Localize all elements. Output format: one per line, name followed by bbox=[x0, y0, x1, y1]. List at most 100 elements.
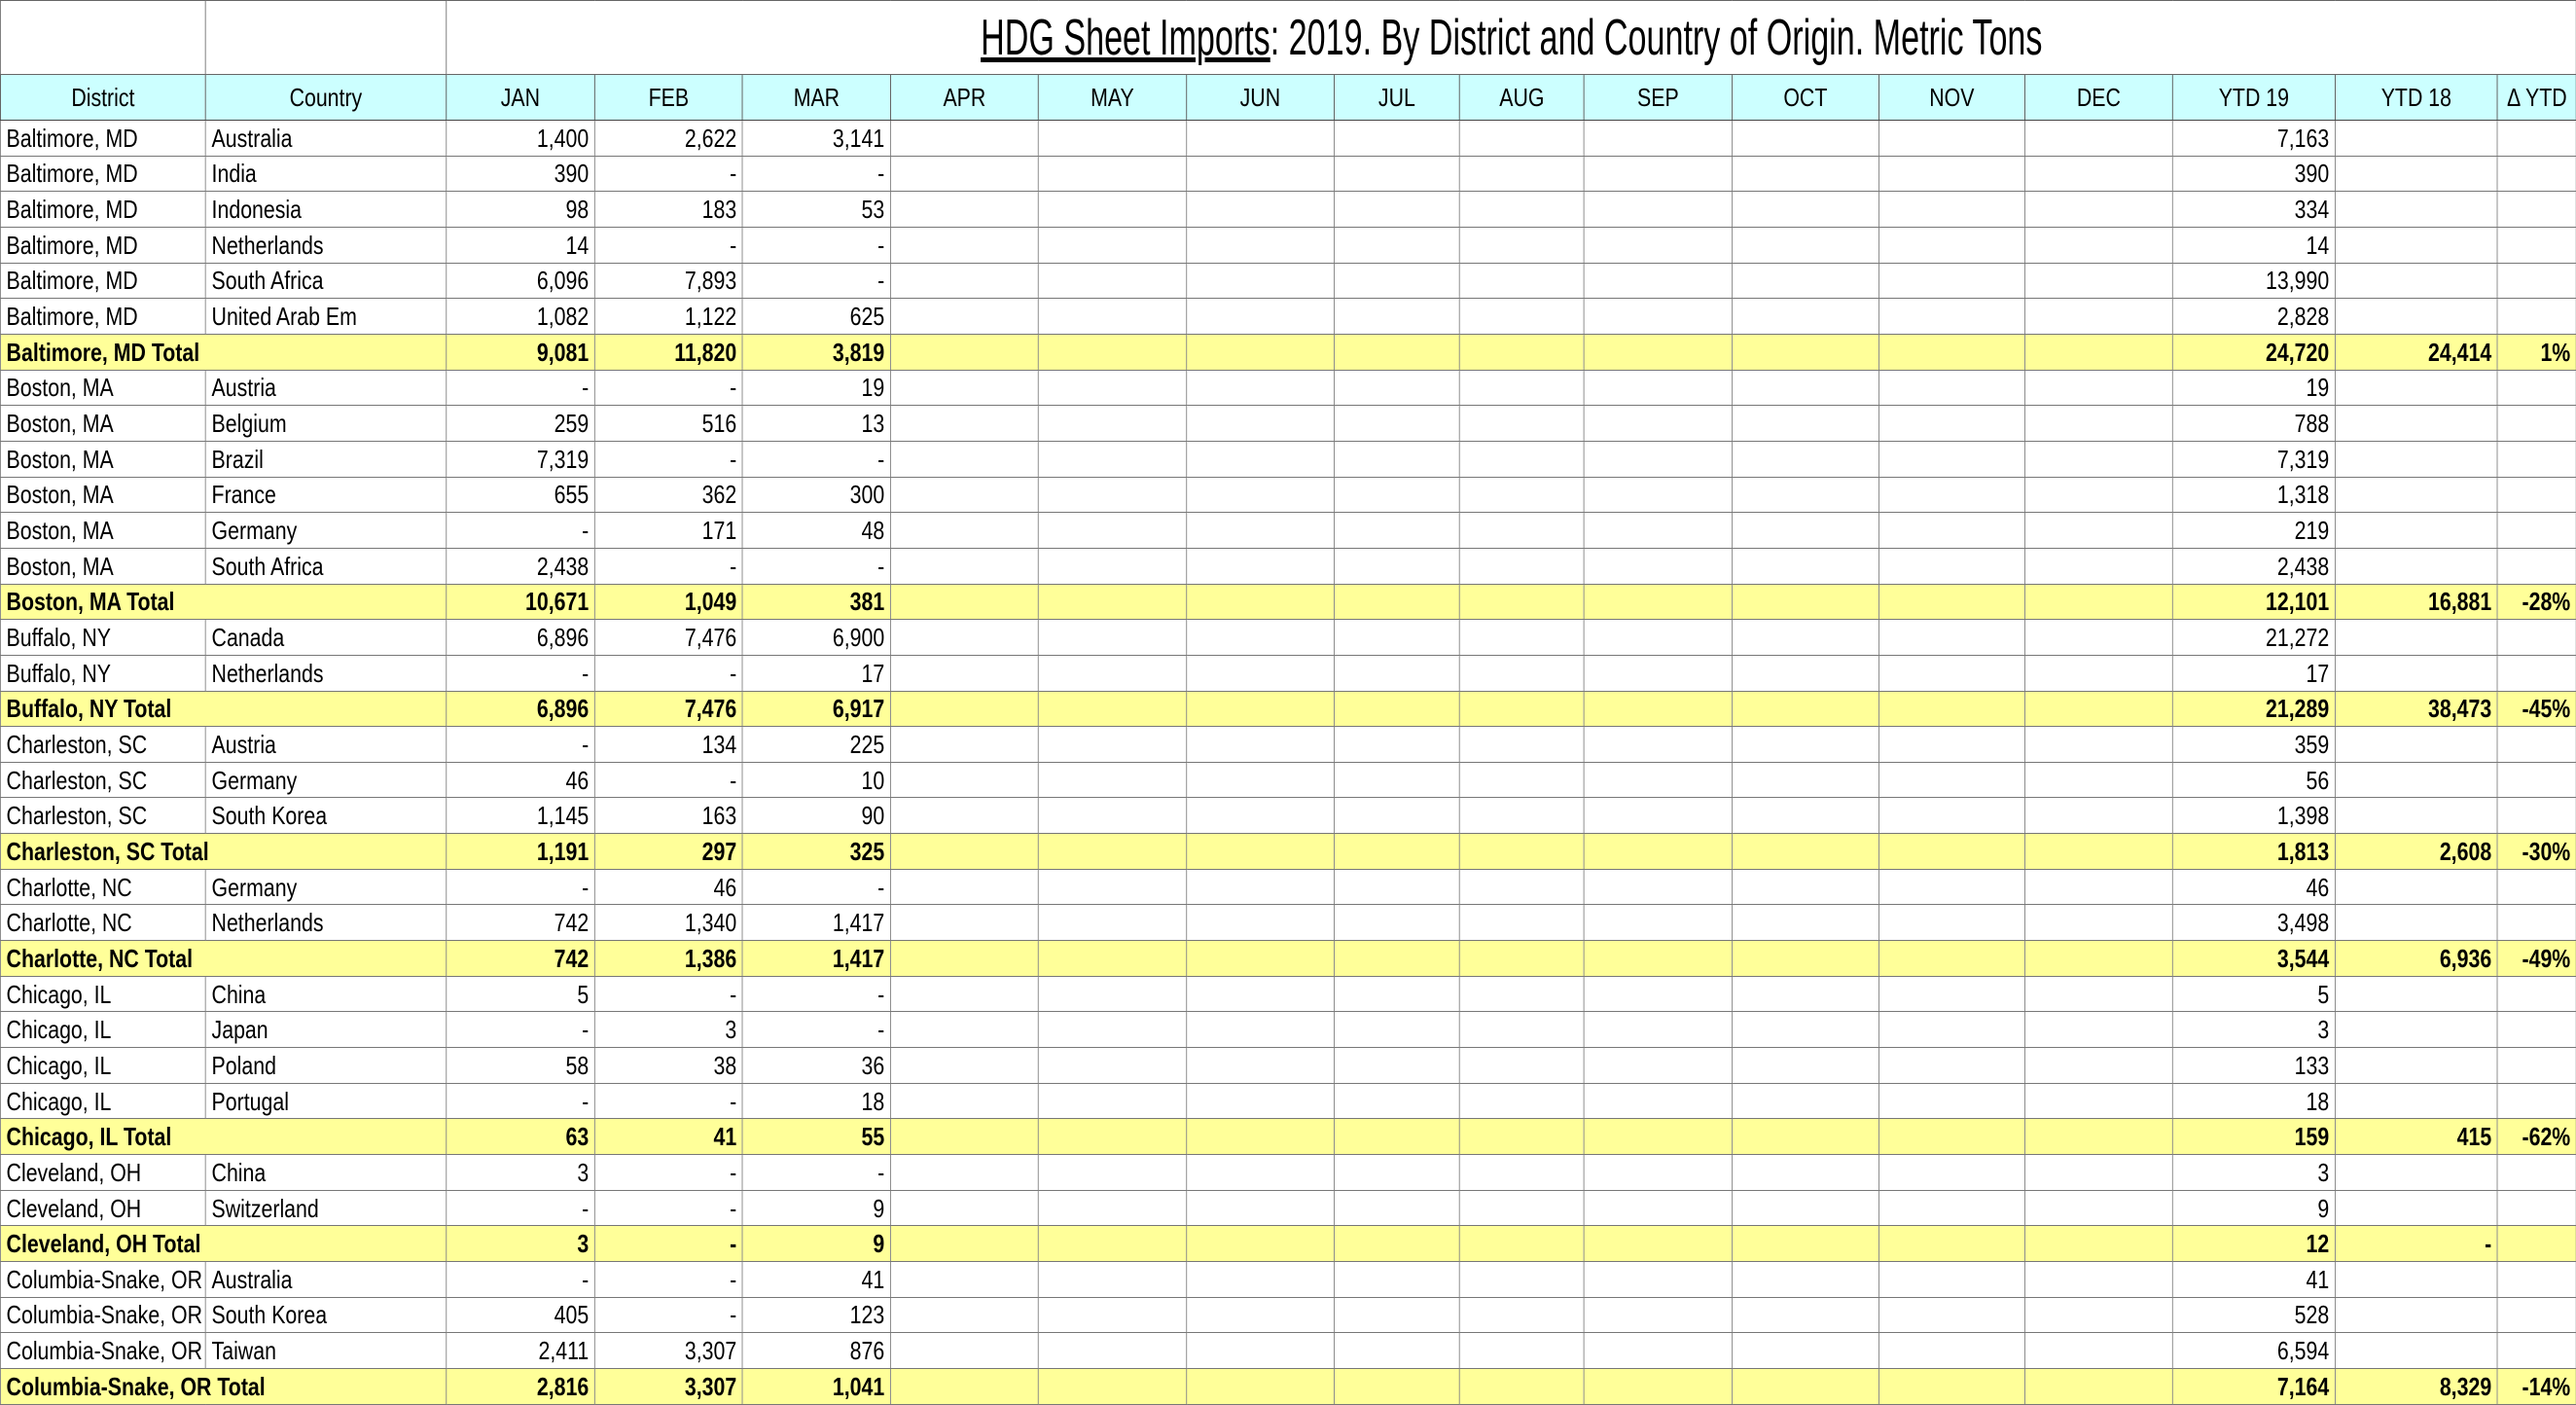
ytd19: 7,164 bbox=[2171, 1367, 2336, 1405]
month-value: 7,476 bbox=[593, 690, 743, 728]
month-value: 55 bbox=[741, 1118, 891, 1156]
column-header: DEC bbox=[2023, 74, 2173, 121]
month-value: 2,411 bbox=[445, 1332, 595, 1369]
ytd19: 1,813 bbox=[2171, 833, 2336, 870]
ytd19: 56 bbox=[2171, 761, 2336, 799]
empty-cell bbox=[1583, 333, 1733, 371]
empty-cell bbox=[2023, 761, 2173, 799]
district: Columbia-Snake, OR bbox=[0, 1296, 206, 1334]
month-value: 6,896 bbox=[445, 619, 595, 656]
empty-cell bbox=[1731, 1367, 1879, 1405]
month-value: 516 bbox=[593, 405, 743, 442]
empty-cell bbox=[1185, 547, 1335, 585]
empty-cell bbox=[1583, 833, 1733, 870]
ytd19: 528 bbox=[2171, 1296, 2336, 1334]
empty-cell bbox=[1037, 547, 1187, 585]
district: Charlotte, NC bbox=[0, 904, 206, 942]
empty-cell bbox=[1458, 226, 1585, 264]
ytd19: 1,398 bbox=[2171, 797, 2336, 835]
empty-cell bbox=[1185, 1261, 1335, 1298]
empty-cell bbox=[1037, 191, 1187, 228]
month-value: 742 bbox=[445, 904, 595, 942]
empty-cell bbox=[1458, 440, 1585, 478]
country: South Africa bbox=[204, 262, 447, 300]
empty-cell bbox=[1583, 1367, 1733, 1405]
empty-cell bbox=[1333, 547, 1460, 585]
ytd-change: -30% bbox=[2496, 833, 2576, 870]
empty-cell bbox=[1878, 1261, 2025, 1298]
empty-cell bbox=[1185, 333, 1335, 371]
empty-cell bbox=[1037, 476, 1187, 514]
empty-cell bbox=[1037, 1082, 1187, 1120]
ytd19: 3 bbox=[2171, 1011, 2336, 1049]
district-total: Boston, MA Total bbox=[0, 583, 447, 621]
ytd19: 14 bbox=[2171, 226, 2336, 264]
month-value: 58 bbox=[445, 1047, 595, 1084]
empty-cell bbox=[1731, 940, 1879, 977]
empty-cell bbox=[2023, 120, 2173, 157]
empty-cell bbox=[1878, 583, 2025, 621]
empty-cell bbox=[1731, 476, 1879, 514]
empty-cell bbox=[1731, 797, 1879, 835]
empty-cell bbox=[889, 476, 1039, 514]
ytd-change bbox=[2496, 1225, 2576, 1262]
data-row: Boston, MA France 655 362 300 1,318 bbox=[0, 476, 2576, 514]
empty-cell bbox=[1878, 975, 2025, 1013]
empty-cell bbox=[2023, 369, 2173, 407]
empty-cell bbox=[889, 868, 1039, 906]
month-value: 9 bbox=[741, 1225, 891, 1262]
empty-cell bbox=[1583, 155, 1733, 193]
ytd19: 7,319 bbox=[2171, 440, 2336, 478]
data-row: Boston, MA Austria - -19 19 bbox=[0, 369, 2576, 407]
empty-cell bbox=[1333, 1367, 1460, 1405]
district: Chicago, IL bbox=[0, 1047, 206, 1084]
data-row: Boston, MA Germany -171 48 219 bbox=[0, 512, 2576, 549]
ytd19: 1,318 bbox=[2171, 476, 2336, 514]
empty-cell bbox=[2023, 583, 2173, 621]
ytd19: 18 bbox=[2171, 1082, 2336, 1120]
district-total: Charlotte, NC Total bbox=[0, 940, 447, 977]
empty-cell bbox=[1731, 1011, 1879, 1049]
district: Buffalo, NY bbox=[0, 619, 206, 656]
empty-cell bbox=[1333, 690, 1460, 728]
ytd-change: 1% bbox=[2496, 333, 2576, 371]
ytd-change bbox=[2496, 619, 2576, 656]
ytd-change bbox=[2496, 298, 2576, 335]
empty-cell bbox=[1583, 1082, 1733, 1120]
empty-cell bbox=[1878, 191, 2025, 228]
ytd19: 7,163 bbox=[2171, 120, 2336, 157]
ytd18: 24,414 bbox=[2334, 333, 2498, 371]
month-value: 3 bbox=[445, 1225, 595, 1262]
district-total: Buffalo, NY Total bbox=[0, 690, 447, 728]
month-value: 123 bbox=[741, 1296, 891, 1334]
column-header: MAR bbox=[741, 74, 891, 121]
empty-cell bbox=[1185, 1332, 1335, 1369]
month-value: - bbox=[445, 1011, 595, 1049]
empty-cell bbox=[1458, 654, 1585, 692]
total-row: Baltimore, MD Total 9,081 11,820 3,819 24,72… bbox=[0, 333, 2576, 371]
data-row: Baltimore, MD South Africa 6,096 7,893- 13,9… bbox=[0, 262, 2576, 300]
empty-cell bbox=[1458, 1154, 1585, 1191]
ytd19: 133 bbox=[2171, 1047, 2336, 1084]
country: Australia bbox=[204, 120, 447, 157]
empty-cell bbox=[1458, 833, 1585, 870]
month-value: 7,893 bbox=[593, 262, 743, 300]
empty-cell bbox=[1731, 191, 1879, 228]
empty-cell bbox=[1333, 191, 1460, 228]
empty-cell bbox=[1731, 904, 1879, 942]
empty-cell bbox=[889, 512, 1039, 549]
country: Netherlands bbox=[204, 904, 447, 942]
empty-cell bbox=[1583, 797, 1733, 835]
empty-cell bbox=[2023, 797, 2173, 835]
empty-cell bbox=[1583, 476, 1733, 514]
empty-cell bbox=[1878, 619, 2025, 656]
ytd18: - bbox=[2334, 1225, 2498, 1262]
empty-cell bbox=[1878, 512, 2025, 549]
district: Boston, MA bbox=[0, 440, 206, 478]
empty-cell bbox=[2023, 1332, 2173, 1369]
empty-cell bbox=[2023, 868, 2173, 906]
empty-cell bbox=[2023, 440, 2173, 478]
empty-cell bbox=[1731, 1296, 1879, 1334]
month-value: - bbox=[593, 440, 743, 478]
empty-cell bbox=[2023, 690, 2173, 728]
